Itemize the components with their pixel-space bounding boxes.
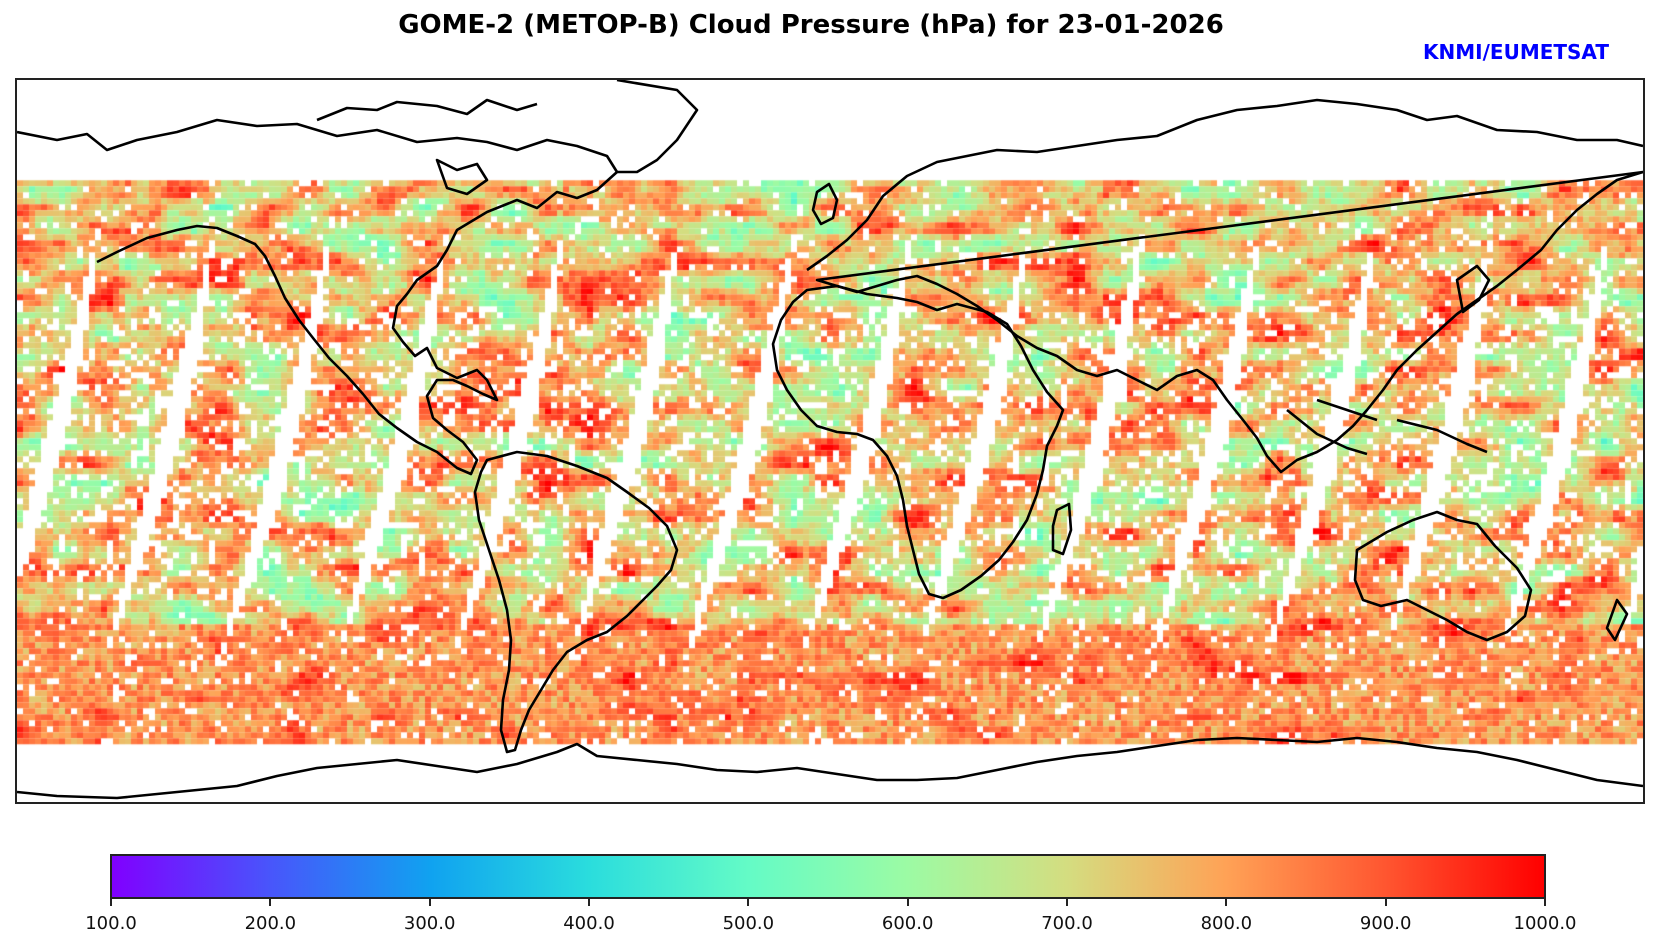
colorbar-tick-label: 700.0 [1041,913,1093,934]
coastline-indonesia [1286,398,1488,456]
colorbar-tick [1066,899,1068,906]
colorbar-tick-label: 100.0 [85,913,137,934]
coastline-eurasia [806,98,1643,474]
credit-label: KNMI/EUMETSAT [1423,40,1609,64]
colorbar-tick [1384,899,1387,906]
colorbar-tick [1225,899,1228,906]
coastline-japan [1455,264,1491,314]
coastline-new-zealand [1605,598,1629,642]
coastline-uk [811,182,839,226]
coastline-madagascar [1051,502,1073,556]
colorbar-tick [906,899,909,906]
colorbar-tick [588,899,590,906]
colorbar [110,854,1546,899]
colorbar-tick [1544,899,1546,906]
coastline-africa [771,284,1065,600]
coastline-arctic-islands [316,98,538,196]
map-plot-area [15,78,1645,804]
colorbar-tick-label: 600.0 [881,913,934,934]
coastlines [17,80,1643,800]
colorbar-tick [110,899,112,906]
chart-title: GOME-2 (METOP-B) Cloud Pressure (hPa) fo… [398,10,1224,40]
cloud-pressure-field [17,80,1643,802]
colorbar-tick [269,899,272,906]
colorbar-tick-label: 800.0 [1200,913,1253,934]
colorbar-tick-label: 400.0 [563,913,615,934]
coastline-antarctica [17,736,1643,800]
colorbar-tick-label: 300.0 [403,913,456,934]
colorbar-tick [428,899,431,906]
colorbar-tick-label: 900.0 [1359,913,1412,934]
colorbar-tick-label: 500.0 [722,913,775,934]
colorbar-tick-label: 200.0 [244,913,297,934]
coastline-australia [1353,510,1533,642]
coastline-greenland [616,80,699,174]
colorbar-tick-label: 1000.0 [1513,913,1577,934]
coastline-north-america [17,118,619,476]
colorbar-tick [747,899,750,906]
coastline-south-america [473,450,679,754]
